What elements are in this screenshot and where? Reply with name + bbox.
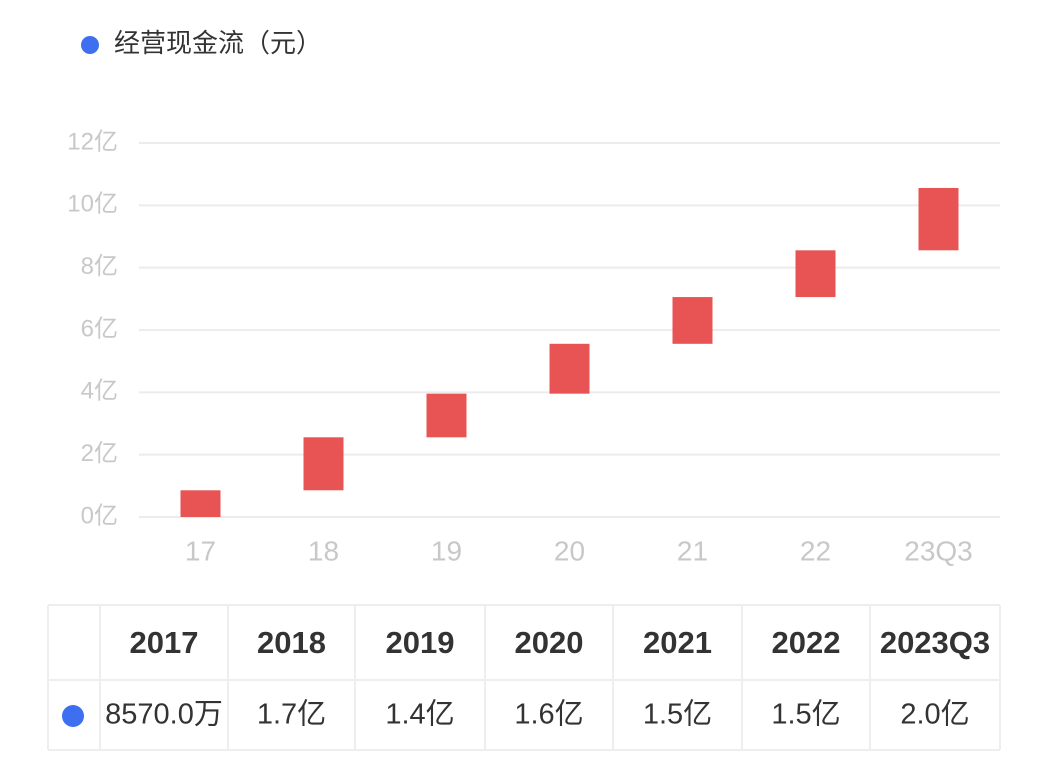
table-value: 1.4亿 (385, 698, 454, 731)
table-header: 2023Q3 (880, 625, 990, 660)
y-tick-label: 4亿 (81, 378, 118, 405)
table-value: 1.7亿 (257, 698, 326, 731)
table-header: 2021 (643, 625, 712, 660)
x-tick-label: 21 (677, 535, 708, 566)
x-tick-label: 17 (185, 535, 216, 566)
y-tick-label: 10亿 (67, 191, 118, 218)
legend-label: 经营现金流（元） (114, 28, 322, 58)
bar (672, 297, 713, 344)
table-header: 2020 (515, 625, 584, 660)
bar (549, 343, 590, 394)
y-tick-label: 12亿 (67, 128, 118, 155)
bar (180, 490, 221, 517)
table-value: 8570.0万 (105, 699, 223, 731)
x-tick-label: 23Q3 (904, 535, 973, 566)
x-tick-label: 22 (800, 535, 831, 566)
y-tick-label: 8亿 (81, 253, 118, 280)
legend-marker (81, 36, 99, 54)
y-tick-label: 2亿 (81, 440, 118, 467)
x-tick-label: 19 (431, 535, 462, 566)
x-tick-label: 20 (554, 535, 585, 566)
table-header: 2017 (130, 625, 199, 660)
bar (426, 393, 467, 438)
y-tick-label: 0亿 (81, 502, 118, 529)
table-value: 2.0亿 (900, 698, 969, 731)
table-header: 2022 (772, 625, 841, 660)
bar (918, 187, 959, 251)
y-tick-label: 6亿 (81, 315, 118, 342)
table-value: 1.5亿 (771, 698, 840, 731)
table-header: 2018 (257, 625, 326, 660)
table-value: 1.6亿 (514, 698, 583, 731)
table-header: 2019 (386, 625, 455, 660)
bar (303, 437, 344, 491)
bar (795, 250, 836, 298)
table-value: 1.5亿 (643, 698, 712, 731)
x-tick-label: 18 (308, 535, 339, 566)
table-legend-marker (62, 705, 84, 727)
